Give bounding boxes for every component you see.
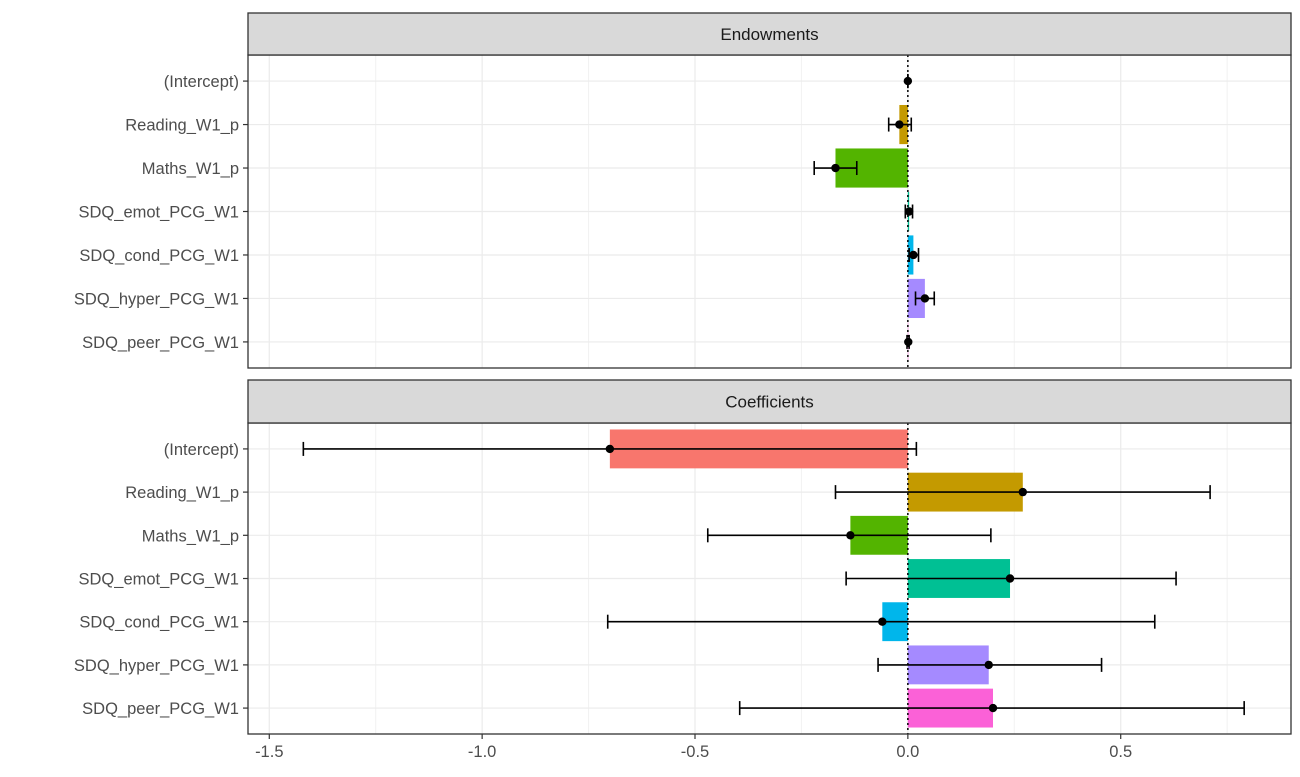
- point-estimate: [984, 660, 993, 670]
- facet-strip-label: Endowments: [720, 25, 818, 44]
- panel-1: Endowments (Intercept) Reading_W1_p Maths_W…: [74, 12, 1292, 369]
- y-tick-label: SDQ_hyper_PCG_W1: [74, 657, 239, 675]
- point-estimate: [605, 444, 615, 454]
- point-estimate: [904, 207, 914, 216]
- x-tick-label: -1.5: [255, 743, 283, 761]
- point-estimate: [895, 120, 904, 129]
- x-tick-label: 0.0: [896, 743, 919, 761]
- y-tick-label: (Intercept): [164, 73, 239, 91]
- y-tick-label: Reading_W1_p: [125, 117, 239, 135]
- y-tick-label: SDQ_peer_PCG_W1: [82, 334, 239, 352]
- point-estimate: [904, 337, 913, 347]
- x-tick-label: 0.5: [1109, 743, 1132, 761]
- y-tick-label: SDQ_hyper_PCG_W1: [74, 290, 239, 308]
- x-axis: -1.5 -1.0 -0.5 0.0 0.5: [255, 734, 1132, 761]
- panel-2: Coefficients (Intercept) Reading_W1_p Maths…: [74, 379, 1292, 735]
- y-tick-label: SDQ_cond_PCG_W1: [79, 247, 239, 265]
- point-estimate: [988, 703, 998, 713]
- point-estimate: [1018, 487, 1027, 497]
- facet-strip-label: Coefficients: [725, 393, 814, 412]
- point-estimate: [831, 163, 840, 173]
- y-tick-label: Maths_W1_p: [142, 527, 239, 545]
- y-tick-label: SDQ_emot_PCG_W1: [79, 571, 239, 589]
- y-tick-label: SDQ_peer_PCG_W1: [82, 700, 239, 718]
- point-estimate: [878, 617, 887, 626]
- panels: Endowments (Intercept) Reading_W1_p Maths_W…: [74, 12, 1292, 735]
- y-tick-label: Maths_W1_p: [142, 160, 239, 178]
- y-tick-label: (Intercept): [164, 441, 239, 459]
- point-estimate: [903, 76, 913, 86]
- x-tick-label: -0.5: [681, 743, 709, 761]
- y-tick-label: Reading_W1_p: [125, 484, 239, 502]
- facet-strip: [247, 379, 1292, 424]
- point-estimate: [846, 531, 855, 540]
- point-estimate: [909, 250, 918, 260]
- point-estimate: [920, 294, 930, 303]
- facet-strip: [247, 12, 1292, 56]
- y-tick-label: SDQ_emot_PCG_W1: [79, 204, 239, 222]
- x-tick-label: -1.0: [468, 743, 496, 761]
- y-tick-label: SDQ_cond_PCG_W1: [79, 614, 239, 632]
- point-estimate: [1005, 574, 1015, 583]
